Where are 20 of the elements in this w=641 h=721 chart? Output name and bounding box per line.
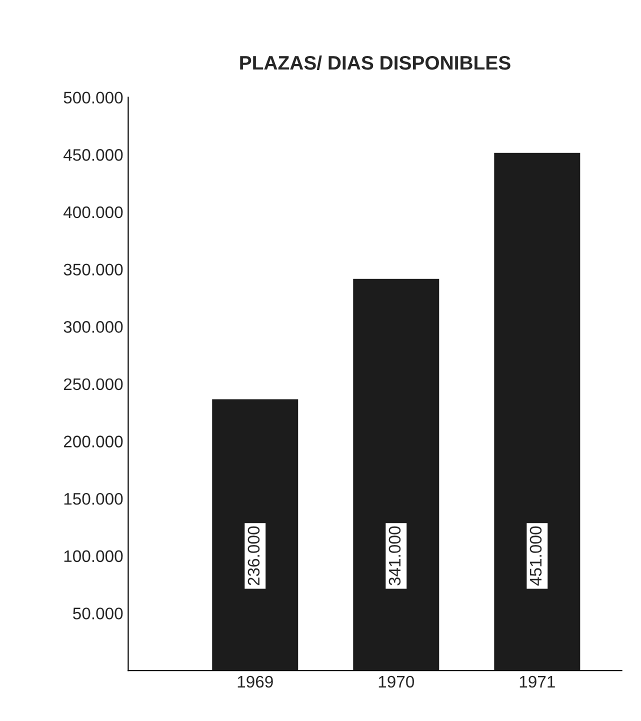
bar xyxy=(353,278,440,671)
y-tick-label: 200.000 xyxy=(64,436,123,448)
x-tick-label: 1969 xyxy=(238,676,273,688)
y-tick-label: 300.000 xyxy=(64,321,123,333)
chart-title: PLAZAS/ DIAS DISPONIBLES xyxy=(240,55,510,70)
y-tick-label: 250.000 xyxy=(64,378,123,390)
y-tick-label: 150.000 xyxy=(64,492,123,505)
y-tick-label: 50.000 xyxy=(73,608,123,620)
x-tick-label: 1971 xyxy=(520,676,555,688)
bar xyxy=(212,399,298,671)
data-label: 451.000 xyxy=(530,526,542,586)
y-tick-label: 450.000 xyxy=(63,149,123,161)
y-tick-label: 100.000 xyxy=(64,550,123,562)
x-tick-label: 1970 xyxy=(378,676,414,688)
bar xyxy=(494,152,580,671)
data-label: 236.000 xyxy=(248,526,260,586)
y-tick-label: 500.000 xyxy=(64,92,123,104)
data-label: 341.000 xyxy=(388,526,401,586)
y-tick-label: 350.000 xyxy=(64,264,123,276)
y-tick-label: 400.000 xyxy=(63,206,123,218)
